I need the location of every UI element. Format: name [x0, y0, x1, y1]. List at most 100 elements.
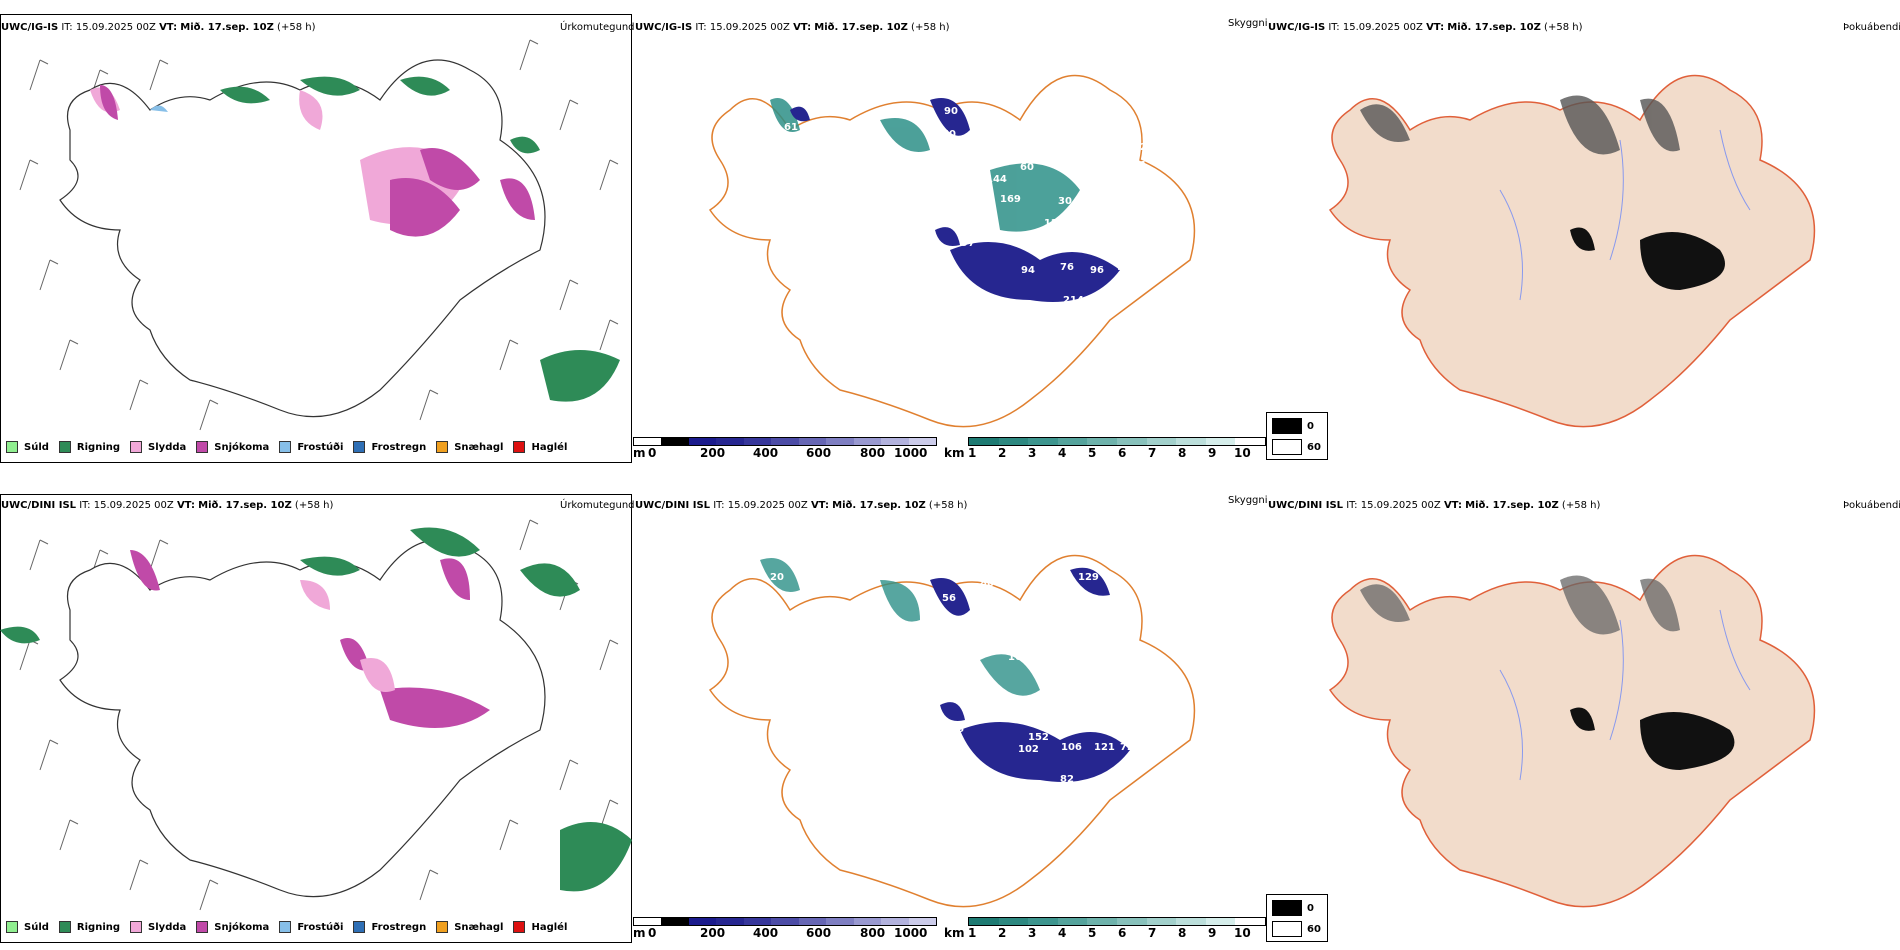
legend-swatch	[513, 921, 526, 933]
ceiling-label: 88	[980, 578, 994, 589]
precip-title: Úrkomutegund	[560, 500, 635, 511]
ceiling-label: 129	[1078, 572, 1099, 583]
ceiling-label: 121	[1094, 742, 1115, 753]
fog-swatch-0	[1272, 900, 1302, 916]
fog-title: Þokuábendi	[1843, 22, 1900, 33]
legend-swatch	[6, 921, 18, 933]
fog-legend: 0 60	[1266, 412, 1328, 460]
ceiling-tick: 200	[700, 446, 726, 460]
wind-barbs	[19, 39, 619, 431]
it-value: 15.09.2025 00Z	[75, 22, 156, 33]
ceiling-label: 106	[1061, 742, 1082, 753]
ceiling-label: 129	[770, 82, 791, 93]
legend-item-rain: Rigning	[58, 921, 120, 933]
legend-swatch	[58, 441, 71, 453]
legend-swatch	[196, 921, 209, 933]
precip-map-frame	[0, 14, 632, 463]
vis-tick: 9	[1208, 446, 1217, 460]
precip-title: Úrkomutegund	[560, 22, 635, 33]
vis-tick: 3	[1028, 926, 1037, 940]
ceiling-label: 101	[1126, 160, 1147, 171]
vt-label: VT:	[159, 22, 178, 33]
ceiling-header: UWC/DINI ISL IT: 15.09.2025 00Z VT: Mið.…	[635, 500, 968, 511]
ceiling-label: 20	[1020, 237, 1034, 248]
ceiling-label: 15	[1044, 699, 1058, 710]
visibility-colorbar	[968, 917, 1266, 926]
vis-tick: 8	[1178, 446, 1187, 460]
visibility-areas	[760, 558, 1040, 696]
row-2: UWC/DINI ISL IT: 15.09.2025 00Z VT: Mið.…	[0, 475, 1900, 950]
legend-swatch	[58, 921, 71, 933]
ceiling-label: 105	[1060, 812, 1081, 823]
ceiling-value-labels: 20 56 88 97 133 168 129 15 86 152 102 10…	[770, 572, 1134, 823]
legend-item-rain: Rigning	[58, 441, 120, 453]
fog-gray-areas	[1360, 575, 1680, 635]
vis-tick: 10	[1234, 926, 1251, 940]
vis-tick: 10	[1234, 446, 1251, 460]
ceiling-label: 122	[954, 182, 975, 193]
precip-legend: Súld Rigning Slydda Snjókoma Frostúði Fr…	[6, 441, 577, 453]
legend-swatch	[130, 921, 143, 933]
vis-tick: 2	[998, 926, 1007, 940]
precip-legend: Súld Rigning Slydda Snjókoma Frostúði Fr…	[6, 921, 577, 933]
ceiling-label: 20	[770, 572, 784, 583]
fog-legend: 0 60	[1266, 894, 1328, 942]
vis-tick: 9	[1208, 926, 1217, 940]
snow-areas	[100, 85, 535, 237]
visibility-areas	[770, 98, 1080, 232]
precip-header: UWC/DINI ISL IT: 15.09.2025 00Z VT: Mið.…	[1, 500, 334, 511]
rain-areas	[0, 527, 632, 892]
rivers	[1499, 609, 1751, 781]
fog-swatch-60	[1272, 921, 1302, 937]
legend-swatch	[353, 921, 366, 933]
ceiling-label: 60	[1020, 162, 1034, 173]
legend-item-freezing-drizzle: Frostúði	[279, 921, 343, 933]
vis-tick: 1	[968, 446, 977, 460]
ceiling-label: 97	[964, 642, 978, 653]
fog-map	[1328, 74, 1816, 428]
ceiling-label: 144	[986, 174, 1007, 185]
ceiling-tick: 0	[648, 446, 657, 460]
fog-header: UWC/DINI ISL IT: 15.09.2025 00Z VT: Mið.…	[1268, 500, 1601, 511]
ceiling-title: Skyggni	[1228, 18, 1268, 29]
ceiling-label: 30	[1058, 196, 1072, 207]
vis-tick: 7	[1148, 926, 1157, 940]
ceiling-tick: 600	[806, 446, 832, 460]
ceiling-unit: m	[633, 926, 646, 940]
ceiling-label: 57	[1093, 129, 1107, 140]
ceiling-label: 65	[1150, 217, 1164, 228]
visibility-colorbar	[968, 437, 1266, 446]
ceiling-label: 132	[1078, 106, 1099, 117]
ceiling-map: 129 66 13 61 90 60 83 144 122 169 132 57…	[708, 74, 1196, 428]
ceiling-label: 86	[950, 724, 964, 735]
row-1: UWC/IG-IS IT: 15.09.2025 00Z VT: Mið. 17…	[0, 14, 1900, 463]
vis-tick: 7	[1148, 446, 1157, 460]
model-name: UWC/IG-IS	[1, 22, 59, 33]
ceiling-label: 61	[784, 122, 798, 133]
vis-tick: 2	[998, 446, 1007, 460]
legend-swatch	[436, 441, 449, 453]
legend-item-freezing-rain: Frostregn	[353, 441, 426, 453]
ceiling-label: 85	[1157, 230, 1171, 241]
it-label: IT:	[61, 22, 73, 33]
ceiling-label: 83	[968, 152, 982, 163]
fog-gray-areas	[1360, 95, 1680, 155]
sleet-areas	[300, 580, 395, 692]
ceiling-tick: 0	[648, 926, 657, 940]
vis-tick: 5	[1088, 446, 1097, 460]
ceiling-label: 60	[942, 129, 956, 140]
fog-title: Þokuábendi	[1843, 500, 1900, 511]
vis-tick: 4	[1058, 446, 1067, 460]
ceiling-label: 285	[1090, 142, 1111, 153]
legend-swatch	[6, 441, 18, 453]
legend-item-snow-pellets: Snæhagl	[436, 921, 503, 933]
ceiling-label: 76	[1060, 262, 1074, 273]
vis-tick: 6	[1118, 446, 1127, 460]
visibility-unit: km	[944, 926, 965, 940]
ceiling-label: 66	[790, 84, 804, 95]
vis-tick: 6	[1118, 926, 1127, 940]
ceiling-label: 152	[1028, 732, 1049, 743]
ceiling-tick: 800	[860, 446, 886, 460]
ceiling-label: 133	[994, 634, 1015, 645]
ceiling-tick: 400	[753, 446, 779, 460]
